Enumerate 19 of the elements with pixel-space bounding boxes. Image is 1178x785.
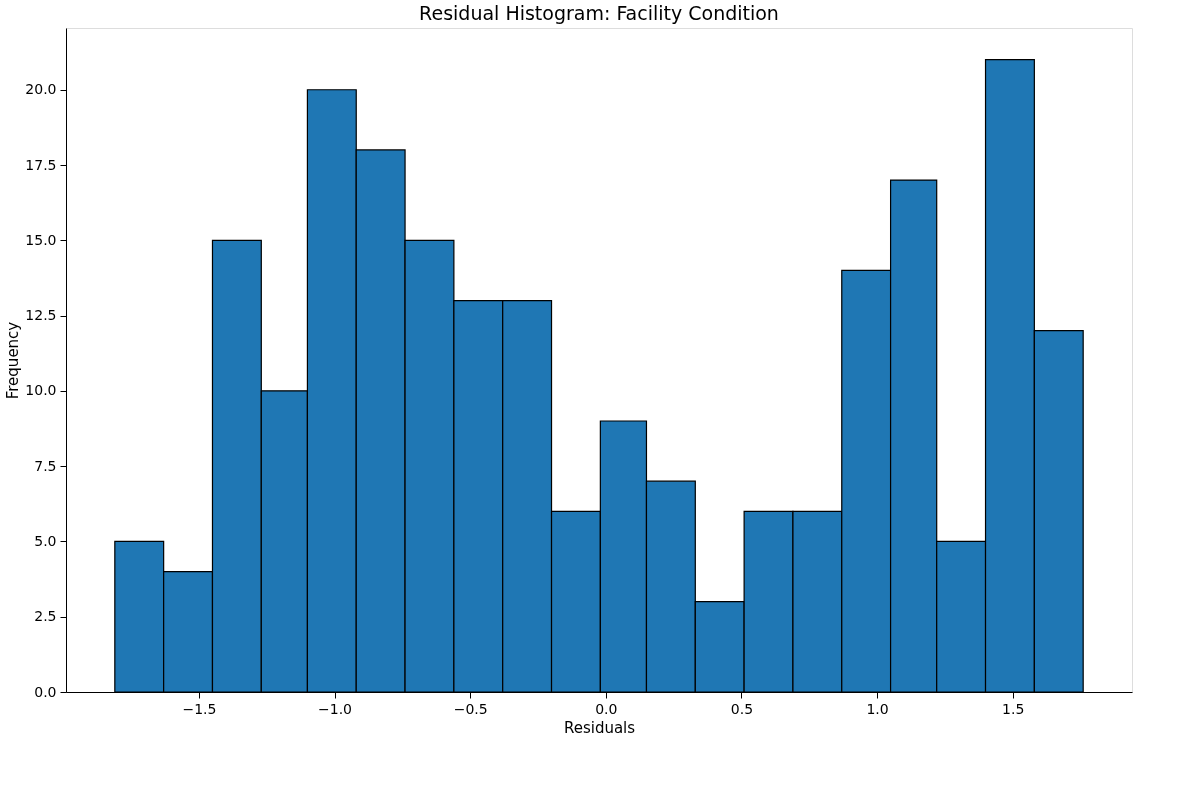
x-tick-label: −0.5 — [453, 700, 488, 717]
x-axis-title: Residuals — [563, 718, 636, 737]
x-tick-label: 0.5 — [730, 700, 754, 717]
y-tick-label: 7.5 — [34, 457, 57, 474]
x-tick-label: −1.0 — [318, 700, 353, 717]
x-tick-label: −1.5 — [182, 700, 217, 717]
y-tick-label: 0.0 — [34, 683, 57, 700]
y-tick-label: 10.0 — [25, 382, 57, 399]
x-tick-label: 0.0 — [595, 700, 618, 717]
y-tick-label: 5.0 — [34, 532, 57, 549]
y-tick-label: 17.5 — [25, 156, 57, 173]
y-tick-label: 2.5 — [34, 608, 57, 625]
x-tick-label: 1.0 — [866, 700, 889, 717]
x-tick-label: 1.5 — [1002, 700, 1025, 717]
y-tick-label: 12.5 — [25, 307, 57, 324]
y-tick-label: 15.0 — [25, 231, 57, 248]
chart-title: Residual Histogram: Facility Condition — [419, 2, 779, 24]
y-tick-label: 20.0 — [25, 81, 57, 98]
y-axis-title: Frequency — [4, 321, 23, 400]
